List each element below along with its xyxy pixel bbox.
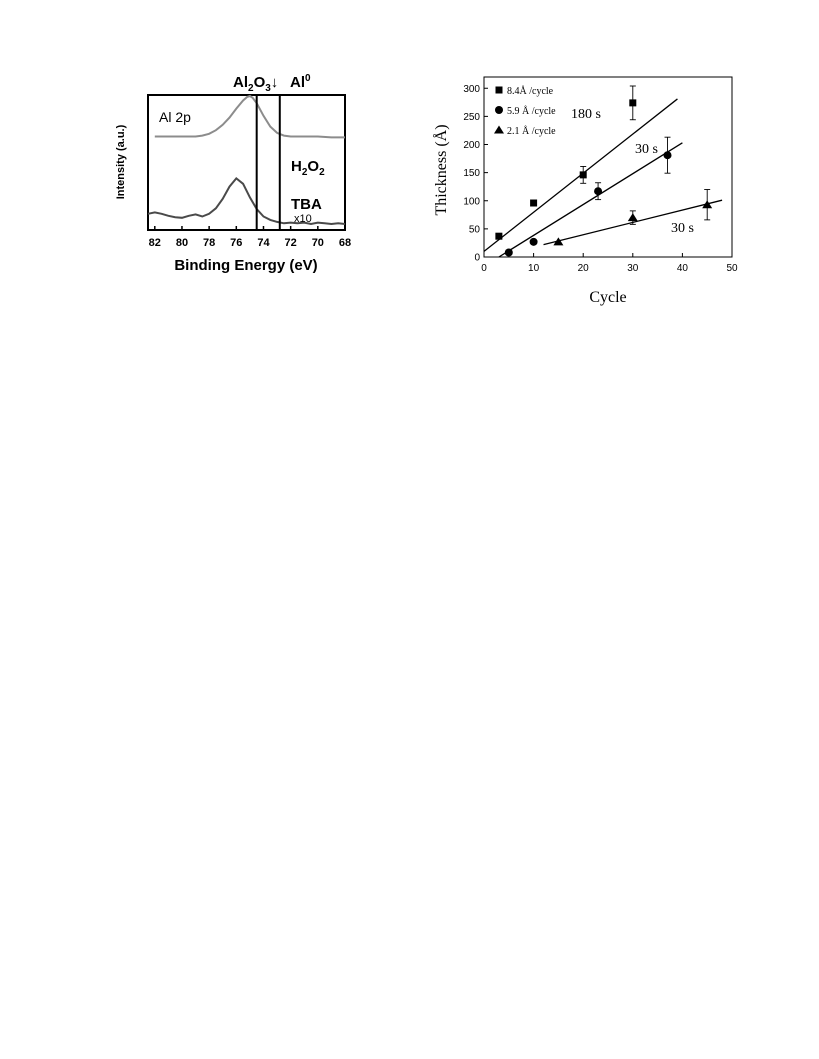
thickness-xtick-label: 0 (481, 263, 487, 274)
data-point-circle (504, 248, 513, 257)
xps-plot-frame (147, 94, 346, 231)
xps-inset-label: Al 2p (159, 109, 191, 125)
xps-xtick-label: 82 (149, 237, 161, 249)
thickness-xtick-label: 10 (528, 263, 540, 274)
data-point-circle (594, 187, 603, 196)
series-label-tba: TBA (291, 196, 322, 213)
thickness-ylabel: Thickness (Å) (432, 124, 450, 215)
data-point-triangle (627, 213, 638, 222)
data-point-square (629, 99, 637, 107)
data-point-triangle (702, 200, 713, 209)
data-point-circle (529, 237, 538, 246)
thickness-panel: 0 10 20 30 40 50 0 50 100 150 200 250 300 8.4Å /cycl… (432, 76, 738, 306)
legend-marker-square (495, 86, 503, 94)
thickness-ytick-label: 200 (463, 140, 480, 151)
thickness-xtick-label: 30 (627, 263, 639, 274)
thickness-xtick-label: 50 (726, 263, 738, 274)
legend-marker-triangle (494, 125, 504, 134)
data-point-triangle (553, 237, 564, 246)
annotation-square: 180 s (571, 107, 601, 122)
xps-ylabel: Intensity (a.u.) (115, 124, 127, 199)
fit-line-circle (498, 142, 683, 258)
xps-panel: Al2O3↓ Al0 Al 2p H2O2 TBA x10 82 80 78 76 74… (115, 73, 351, 274)
legend-label-square: 8.4Å /cycle (507, 85, 554, 97)
thickness-xlabel: Cycle (589, 289, 626, 306)
series-line-h2o2 (154, 94, 345, 139)
data-point-circle (663, 151, 672, 160)
peak-label-al0: Al0 (290, 73, 311, 91)
annotation-circle: 30 s (635, 142, 658, 157)
xps-xtick-label: 76 (230, 237, 242, 249)
legend-label-triangle: 2.1 Å /cycle (507, 125, 556, 137)
thickness-ytick-label: 100 (463, 196, 480, 207)
thickness-ytick-label: 250 (463, 112, 480, 123)
annotation-triangle: 30 s (671, 221, 694, 236)
thickness-xtick-label: 20 (578, 263, 590, 274)
xps-xtick-label: 68 (339, 237, 351, 249)
xps-xtick-label: 72 (285, 237, 297, 249)
series-scale-note: x10 (294, 213, 312, 225)
xps-xlabel: Binding Energy (eV) (174, 257, 317, 274)
series-label-h2o2: H2O2 (291, 158, 325, 178)
legend-marker-circle (495, 106, 503, 114)
xps-xtick-label: 74 (257, 237, 270, 249)
thickness-ytick-label: 300 (463, 84, 480, 95)
legend-label-circle: 5.9 Å /cycle (507, 105, 556, 117)
data-point-square (579, 171, 587, 179)
xps-xtick-label: 78 (203, 237, 215, 249)
thickness-ytick-label: 150 (463, 168, 480, 179)
thickness-ytick-label: 50 (469, 224, 481, 235)
thickness-xtick-label: 40 (677, 263, 689, 274)
xps-xtick-label: 70 (312, 237, 324, 249)
thickness-ytick-label: 0 (474, 253, 480, 264)
data-point-square (495, 232, 503, 240)
thickness-plot-frame (483, 76, 733, 258)
data-point-square (530, 199, 538, 207)
xps-xtick-label: 80 (176, 237, 188, 249)
series-line-tba (147, 177, 346, 226)
peak-label-al2o3: Al2O3↓ (233, 74, 278, 94)
